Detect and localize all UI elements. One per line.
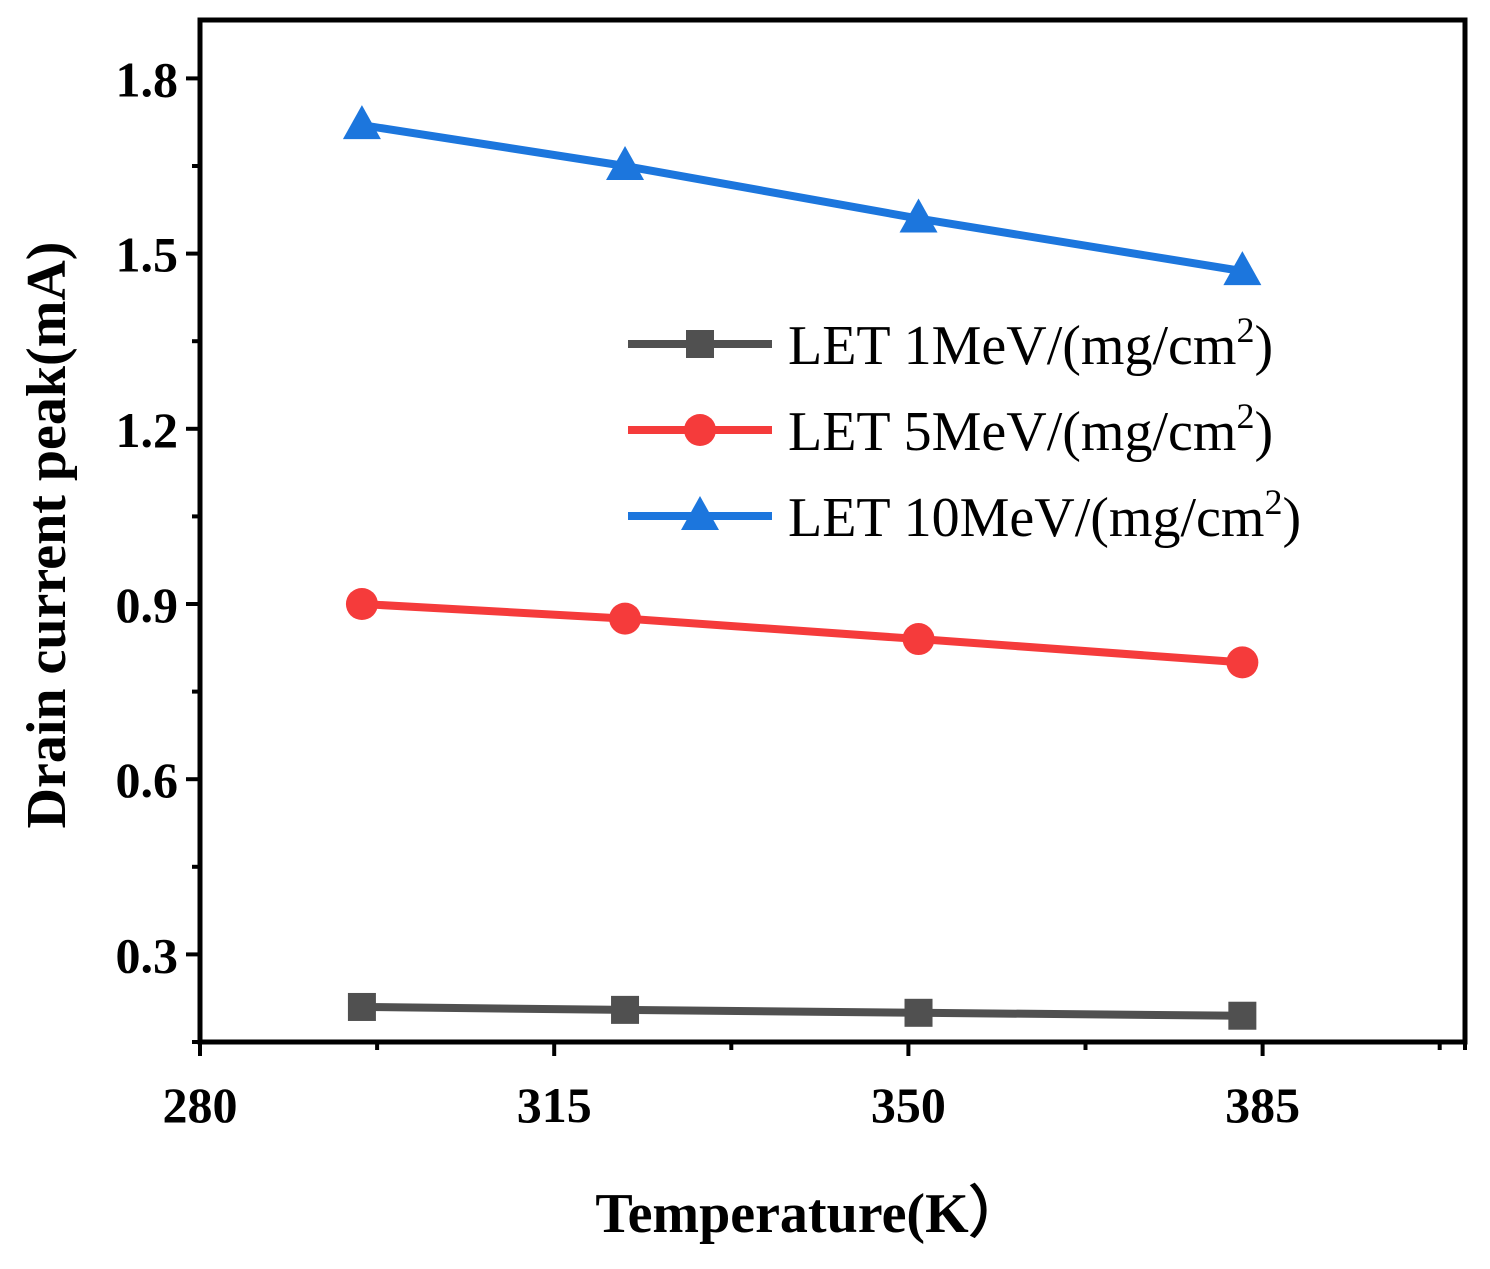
data-point xyxy=(342,105,381,140)
data-point xyxy=(902,623,935,656)
legend-label: LET 1MeV/(mg/cm2) xyxy=(788,310,1273,377)
x-axis-title: Temperature(K） xyxy=(595,1182,1024,1245)
x-tick-label: 280 xyxy=(163,1077,238,1133)
data-point xyxy=(1228,1001,1257,1030)
series-2 xyxy=(345,588,1259,679)
data-point xyxy=(1226,646,1259,679)
y-tick-label: 1.5 xyxy=(116,227,179,283)
legend-marker xyxy=(684,414,716,446)
series-line xyxy=(361,600,1243,667)
legend-item: LET 10MeV/(mg/cm2) xyxy=(628,482,1301,549)
legend-label: LET 5MeV/(mg/cm2) xyxy=(788,396,1273,463)
y-tick-label: 1.2 xyxy=(116,402,179,458)
series-layer xyxy=(342,105,1262,1030)
y-tick-label: 0.9 xyxy=(116,577,179,633)
data-point xyxy=(347,992,376,1021)
axes: 280 315 350 385 0.3 0.6 0.9 1.2 1.5 1.8 xyxy=(116,17,1468,1133)
data-point xyxy=(1223,251,1262,286)
series-line xyxy=(361,121,1244,276)
data-point xyxy=(611,995,640,1024)
plot-frame xyxy=(197,17,1468,1045)
y-axis-title: Drain current peak(mA) xyxy=(16,242,78,829)
series-line xyxy=(361,1002,1243,1020)
legend: LET 1MeV/(mg/cm2) LET 5MeV/(mg/cm2) LET 10… xyxy=(628,310,1301,549)
legend-item: LET 5MeV/(mg/cm2) xyxy=(628,396,1273,463)
legend-item: LET 1MeV/(mg/cm2) xyxy=(628,310,1273,377)
data-point xyxy=(345,588,378,620)
y-tick-label: 0.3 xyxy=(116,927,179,983)
data-point xyxy=(899,198,938,233)
legend-marker xyxy=(686,330,714,358)
data-point xyxy=(606,146,645,180)
x-tick-label: 350 xyxy=(871,1077,946,1133)
series-1 xyxy=(347,992,1257,1030)
data-point xyxy=(904,998,933,1027)
x-tick-label: 385 xyxy=(1225,1077,1300,1133)
x-tick-label: 315 xyxy=(517,1077,592,1133)
y-tick-label: 1.8 xyxy=(116,51,179,107)
series-3 xyxy=(342,105,1262,286)
y-tick-label: 0.6 xyxy=(116,752,179,808)
legend-label: LET 10MeV/(mg/cm2) xyxy=(788,482,1301,549)
legend-marker xyxy=(681,496,719,530)
data-point xyxy=(609,602,642,635)
